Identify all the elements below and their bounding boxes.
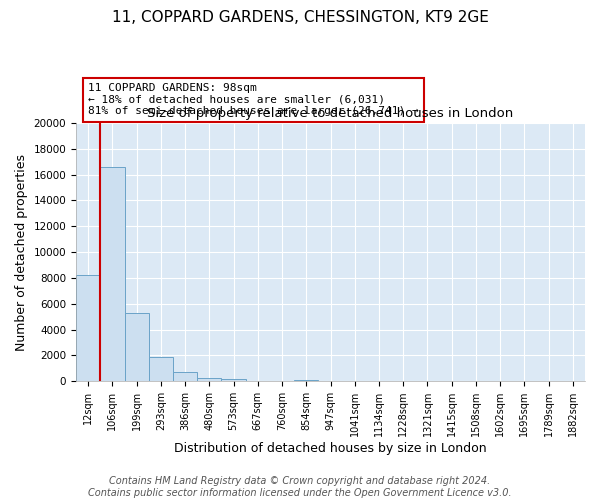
Bar — [294, 380, 319, 381]
Bar — [125, 312, 149, 381]
Bar — [76, 276, 100, 381]
Y-axis label: Number of detached properties: Number of detached properties — [15, 154, 28, 350]
Bar — [100, 167, 125, 381]
Text: 11, COPPARD GARDENS, CHESSINGTON, KT9 2GE: 11, COPPARD GARDENS, CHESSINGTON, KT9 2G… — [112, 10, 488, 25]
X-axis label: Distribution of detached houses by size in London: Distribution of detached houses by size … — [174, 442, 487, 455]
Bar — [197, 378, 221, 381]
Title: Size of property relative to detached houses in London: Size of property relative to detached ho… — [148, 108, 514, 120]
Bar — [173, 372, 197, 381]
Bar — [221, 380, 245, 381]
Text: Contains HM Land Registry data © Crown copyright and database right 2024.
Contai: Contains HM Land Registry data © Crown c… — [88, 476, 512, 498]
Bar — [149, 358, 173, 381]
Text: 11 COPPARD GARDENS: 98sqm
← 18% of detached houses are smaller (6,031)
81% of se: 11 COPPARD GARDENS: 98sqm ← 18% of detac… — [88, 83, 419, 116]
